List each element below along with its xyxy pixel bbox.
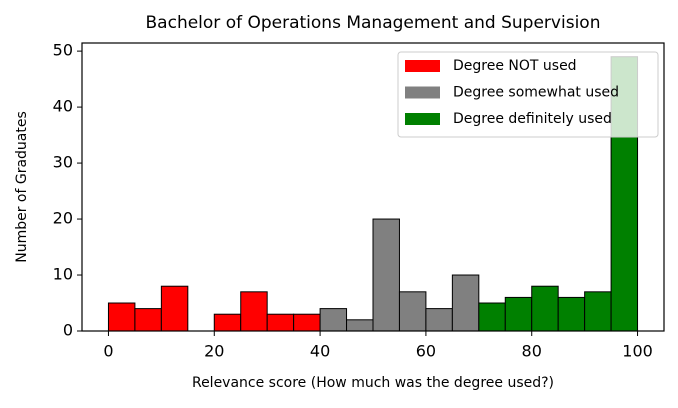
bar xyxy=(504,296,533,332)
y-tick-label: 50 xyxy=(53,41,73,60)
bar xyxy=(584,291,612,332)
y-tick-label: 20 xyxy=(53,209,73,228)
y-tick-label: 30 xyxy=(53,153,73,172)
y-axis-label: Number of Graduates xyxy=(14,111,30,263)
chart-title: Bachelor of Operations Management and Su… xyxy=(146,13,601,33)
legend-swatch xyxy=(405,86,440,99)
bar xyxy=(451,274,480,332)
x-tick-label: 20 xyxy=(204,342,224,361)
legend-swatch xyxy=(405,113,440,125)
bar xyxy=(531,285,559,332)
x-tick-label: 0 xyxy=(103,342,113,361)
bar xyxy=(240,291,268,332)
y-tick-label: 40 xyxy=(53,97,73,116)
bar xyxy=(319,308,348,332)
y-tick-label: 0 xyxy=(63,321,73,340)
x-tick-label: 60 xyxy=(416,342,436,361)
legend-swatch xyxy=(405,60,440,72)
legend-label: Degree definitely used xyxy=(453,111,612,127)
bar xyxy=(134,308,162,332)
x-axis-label: Relevance score (How much was the degree… xyxy=(192,375,554,391)
plot-frame xyxy=(81,42,665,332)
y-tick-label: 10 xyxy=(53,265,73,284)
bar xyxy=(266,313,295,332)
bar xyxy=(425,308,453,332)
x-tick-label: 40 xyxy=(310,342,330,361)
bar xyxy=(478,302,506,332)
legend-label: Degree somewhat used xyxy=(453,85,619,101)
bar xyxy=(160,285,189,332)
bar xyxy=(346,319,374,332)
bar xyxy=(372,218,400,332)
bar xyxy=(398,291,427,332)
legend-box xyxy=(397,51,659,138)
x-tick-label: 80 xyxy=(522,342,542,361)
bar xyxy=(557,296,586,332)
bar xyxy=(213,313,242,332)
bar xyxy=(293,313,321,332)
x-tick-label: 100 xyxy=(622,342,653,361)
bar xyxy=(107,302,136,332)
legend-label: Degree NOT used xyxy=(453,58,577,74)
